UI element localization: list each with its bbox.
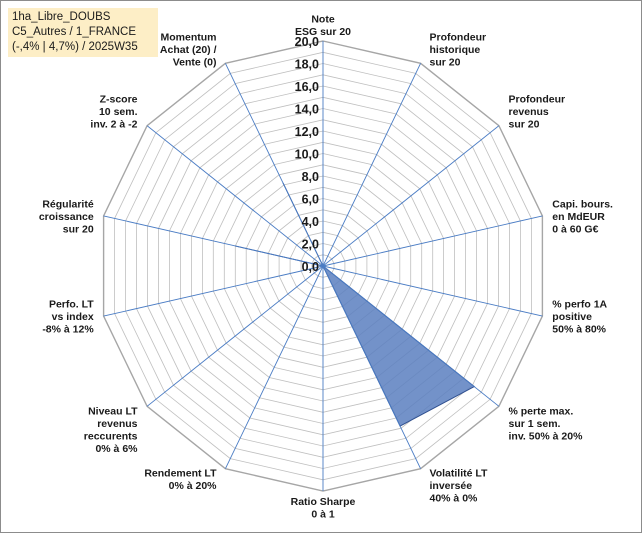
axis-label-line: 40% à 0% [430, 493, 479, 505]
axis-spoke [224, 63, 324, 267]
axis-label-line: % perfo 1A [552, 299, 607, 311]
tick-label: 0,0 [302, 260, 319, 274]
title-line-2: C5_Autres / 1_FRANCE [12, 26, 136, 38]
axis-label-line: inversée [430, 480, 473, 492]
axis-label-line: -8% à 12% [42, 324, 94, 336]
title-line-1: 1ha_Libre_DOUBS [12, 11, 111, 23]
axis-spoke [322, 265, 543, 317]
axis-label-line: Capi. bours. [552, 198, 613, 210]
tick-label: 8,0 [302, 170, 319, 184]
axis-label: Volatilité LT inversée 40% à 0% [430, 468, 489, 505]
tick-label: 4,0 [302, 215, 319, 229]
axis-label-line: sur 20 [509, 119, 540, 131]
axis-label: Niveau LT revenus reccurents 0% à 6% [84, 405, 138, 455]
axis-label: Momentum Achat (20) / Vente (0) [160, 31, 217, 68]
axis-label-line: Note [311, 14, 334, 26]
axis-label-line: revenus [97, 418, 137, 430]
axis-label: Capi. bours. en MdEUR 0 à 60 G€ [552, 198, 613, 235]
axis-label-line: croissance [39, 211, 94, 223]
axis-label-line: en MdEUR [552, 211, 605, 223]
axis-spoke [146, 265, 324, 407]
axis-label: Note ESG sur 20 [295, 14, 351, 39]
axis-label: Profondeur historique sur 20 [430, 31, 487, 68]
axis-label-line: reccurents [84, 430, 138, 442]
axis-spoke [322, 63, 422, 267]
tick-label: 10,0 [295, 148, 319, 162]
tick-label: 20,0 [295, 35, 319, 49]
axis-label-line: 0% à 6% [95, 443, 138, 455]
axis-label: Z-score 10 sem. inv. 2 à -2 [90, 94, 137, 131]
title-box: 1ha_Libre_DOUBS C5_Autres / 1_FRANCE (-,… [8, 8, 158, 57]
axis-label-line: Rendement LT [144, 468, 217, 480]
axis-label: % perfo 1A positive 50% à 80% [552, 299, 607, 336]
label-layer: Note ESG sur 20 Profondeur historique sur 20… [39, 14, 613, 521]
tick-label: 14,0 [295, 103, 319, 117]
tick-layer: 0,0 2,0 4,0 6,0 8,0 10,0 12,0 14,0 16,0 18,0 20,0 [295, 35, 319, 274]
axis-label: Profondeur revenus sur 20 [509, 94, 566, 131]
axis-spoke [146, 125, 324, 267]
axis-spoke [103, 265, 324, 317]
axis-label-line: Vente (0) [173, 56, 217, 68]
axis-label-line: revenus [509, 106, 549, 118]
axis-label-line: 0% à 20% [169, 480, 218, 492]
axis-label: % perte max. sur 1 sem. inv. 50% à 20% [509, 405, 584, 442]
axis-label-line: ESG sur 20 [295, 26, 351, 38]
axis-label-line: sur 20 [63, 223, 94, 235]
tick-label: 18,0 [295, 58, 319, 72]
axis-label-line: Perfo. LT [49, 299, 94, 311]
axis-label: Perfo. LT vs index -8% à 12% [42, 299, 94, 336]
axis-label-line: 50% à 80% [552, 324, 606, 336]
axis-label: Ratio Sharpe 0 à 1 [291, 496, 356, 521]
axis-label-line: 0 à 60 G€ [552, 223, 598, 235]
axis-label-line: positive [552, 311, 592, 323]
title-line-3: (-,4% | 4,7%) / 2025W35 [12, 41, 138, 53]
axis-spoke [322, 265, 500, 407]
axis-label-line: inv. 50% à 20% [509, 430, 584, 442]
axis-spoke [103, 215, 324, 267]
axis-label-line: 10 sem. [99, 106, 138, 118]
axis-label-line: % perte max. [509, 405, 574, 417]
axis-label-line: inv. 2 à -2 [90, 119, 137, 131]
axis-label-line: 0 à 1 [311, 509, 335, 521]
axis-label-line: Profondeur [509, 94, 566, 106]
axis-label-line: vs index [52, 311, 94, 323]
axis-label-line: sur 20 [430, 56, 461, 68]
tick-label: 2,0 [302, 238, 319, 252]
axis-label-line: Niveau LT [88, 405, 138, 417]
axis-label-line: Momentum [161, 31, 217, 43]
axis-label-line: historique [430, 44, 481, 56]
axis-spoke [322, 125, 500, 267]
axis-label-line: Profondeur [430, 31, 487, 43]
axis-label-line: sur 1 sem. [509, 418, 561, 430]
axis-label: Régularité croissance sur 20 [39, 198, 94, 235]
axis-label-line: Achat (20) / [160, 44, 217, 56]
tick-label: 16,0 [295, 80, 319, 94]
axis-label-line: Z-score [100, 94, 138, 106]
axis-label: Rendement LT 0% à 20% [144, 468, 217, 493]
axis-spoke [224, 265, 324, 469]
axis-label-line: Volatilité LT [430, 468, 489, 480]
tick-label: 12,0 [295, 125, 319, 139]
axis-spoke [322, 215, 543, 267]
axis-label-line: Ratio Sharpe [291, 496, 356, 508]
axis-spoke [322, 265, 422, 469]
axis-label-line: Régularité [42, 198, 94, 210]
axis-layer [103, 41, 543, 491]
tick-label: 6,0 [302, 193, 319, 207]
